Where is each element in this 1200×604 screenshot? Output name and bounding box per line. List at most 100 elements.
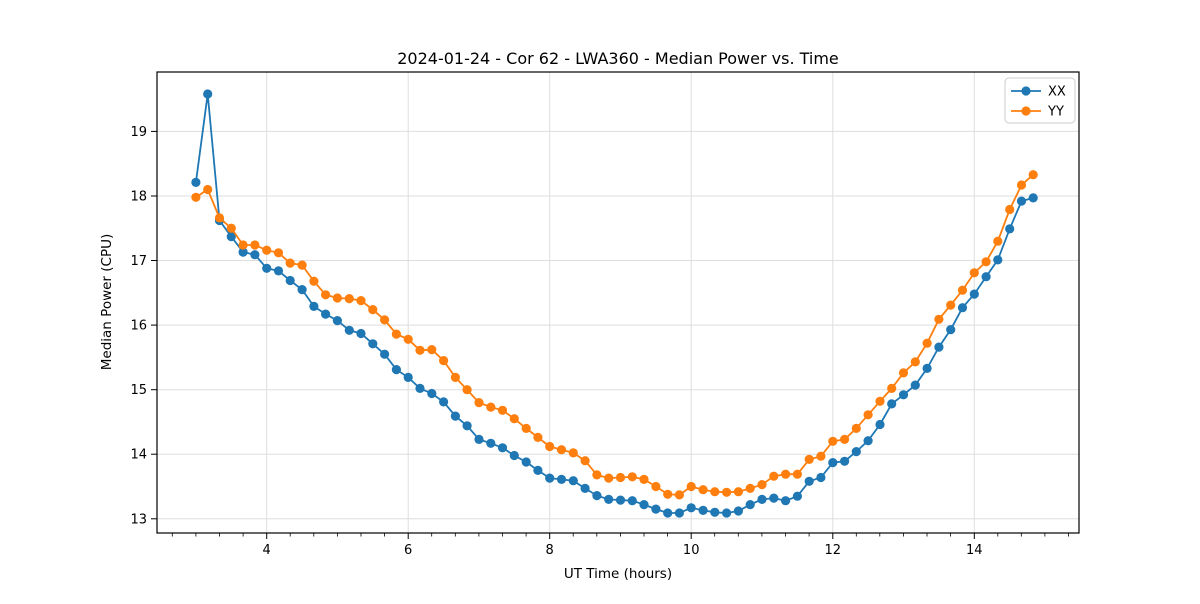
data-point — [250, 250, 260, 260]
data-point — [710, 507, 720, 517]
data-point — [804, 454, 814, 464]
data-point — [745, 483, 755, 493]
chart-title: 2024-01-24 - Cor 62 - LWA360 - Median Po… — [397, 49, 839, 68]
data-point — [733, 506, 744, 516]
legend-marker-yy — [1021, 106, 1031, 116]
data-point — [344, 325, 354, 335]
data-point — [910, 380, 920, 390]
data-series — [191, 89, 1038, 518]
data-point — [757, 480, 767, 490]
data-point — [556, 445, 567, 455]
y-tick-label: 19 — [130, 125, 147, 140]
legend-marker-xx — [1021, 86, 1031, 96]
data-point — [462, 421, 472, 431]
x-tick-label: 8 — [546, 543, 554, 558]
data-point — [427, 345, 437, 355]
grid-lines — [157, 72, 1079, 533]
data-point — [356, 328, 366, 339]
data-point — [203, 184, 213, 195]
data-point — [875, 419, 885, 430]
data-point — [509, 414, 519, 424]
data-point — [710, 487, 720, 497]
y-tick-label: 13 — [130, 512, 147, 527]
data-point — [273, 248, 284, 258]
data-point — [497, 405, 508, 415]
data-point — [887, 399, 897, 409]
data-point — [757, 494, 767, 504]
data-point — [816, 451, 826, 461]
data-point — [969, 289, 979, 299]
data-point — [769, 493, 779, 503]
data-point — [615, 472, 626, 483]
data-point — [1005, 204, 1015, 215]
data-point — [450, 411, 460, 421]
data-point — [663, 489, 673, 499]
data-point — [981, 272, 991, 282]
data-point — [509, 450, 519, 461]
data-point — [214, 213, 225, 223]
data-point — [332, 316, 342, 326]
data-point — [368, 339, 378, 349]
data-point — [592, 470, 602, 480]
data-point — [851, 423, 861, 433]
data-point — [875, 396, 885, 406]
data-point — [309, 301, 319, 311]
data-point — [238, 247, 248, 257]
data-point — [627, 472, 637, 482]
x-tick-label: 14 — [966, 543, 983, 558]
y-tick-label: 18 — [130, 190, 147, 205]
data-point — [816, 472, 826, 483]
y-tick-label: 17 — [130, 254, 147, 269]
data-point — [792, 469, 803, 479]
series-line-xx — [195, 93, 1034, 514]
data-point — [993, 236, 1003, 246]
data-point — [733, 487, 744, 497]
data-point — [580, 456, 590, 466]
legend: XX YY — [1004, 77, 1076, 124]
data-point — [722, 508, 732, 518]
data-point — [368, 305, 378, 315]
data-point — [344, 294, 354, 304]
data-point — [887, 383, 897, 393]
y-tick-label: 14 — [130, 448, 147, 463]
legend-label-xx: XX — [1048, 85, 1066, 100]
data-point — [934, 314, 944, 324]
series-line-yy — [195, 174, 1034, 496]
data-point — [332, 293, 342, 303]
data-point — [604, 473, 614, 483]
data-point — [226, 232, 236, 242]
data-point — [592, 491, 602, 501]
data-point — [545, 473, 555, 483]
data-point — [781, 496, 791, 506]
legend-entry-xx: XX — [1011, 85, 1066, 100]
data-point — [922, 363, 932, 373]
data-point — [521, 423, 531, 433]
data-point — [439, 356, 449, 366]
data-point — [250, 240, 260, 250]
data-point — [297, 260, 307, 270]
data-point — [627, 496, 637, 506]
data-point — [969, 268, 979, 278]
data-point — [946, 325, 956, 335]
data-point — [745, 500, 755, 510]
data-point — [450, 372, 460, 382]
data-point — [674, 508, 685, 518]
data-point — [674, 490, 685, 500]
data-point — [273, 266, 284, 276]
data-point — [321, 290, 331, 300]
data-point — [851, 447, 861, 457]
data-point — [427, 388, 437, 399]
data-point — [203, 89, 213, 99]
data-point — [910, 357, 920, 367]
legend-entry-yy: YY — [1011, 105, 1064, 120]
data-point — [898, 368, 909, 378]
plot-border — [156, 71, 1080, 534]
data-point — [863, 436, 873, 446]
data-point — [474, 398, 484, 408]
data-point — [226, 223, 236, 233]
data-point — [521, 457, 531, 467]
data-point — [840, 434, 850, 444]
x-tick-label: 6 — [404, 543, 412, 558]
data-point — [1005, 224, 1015, 234]
